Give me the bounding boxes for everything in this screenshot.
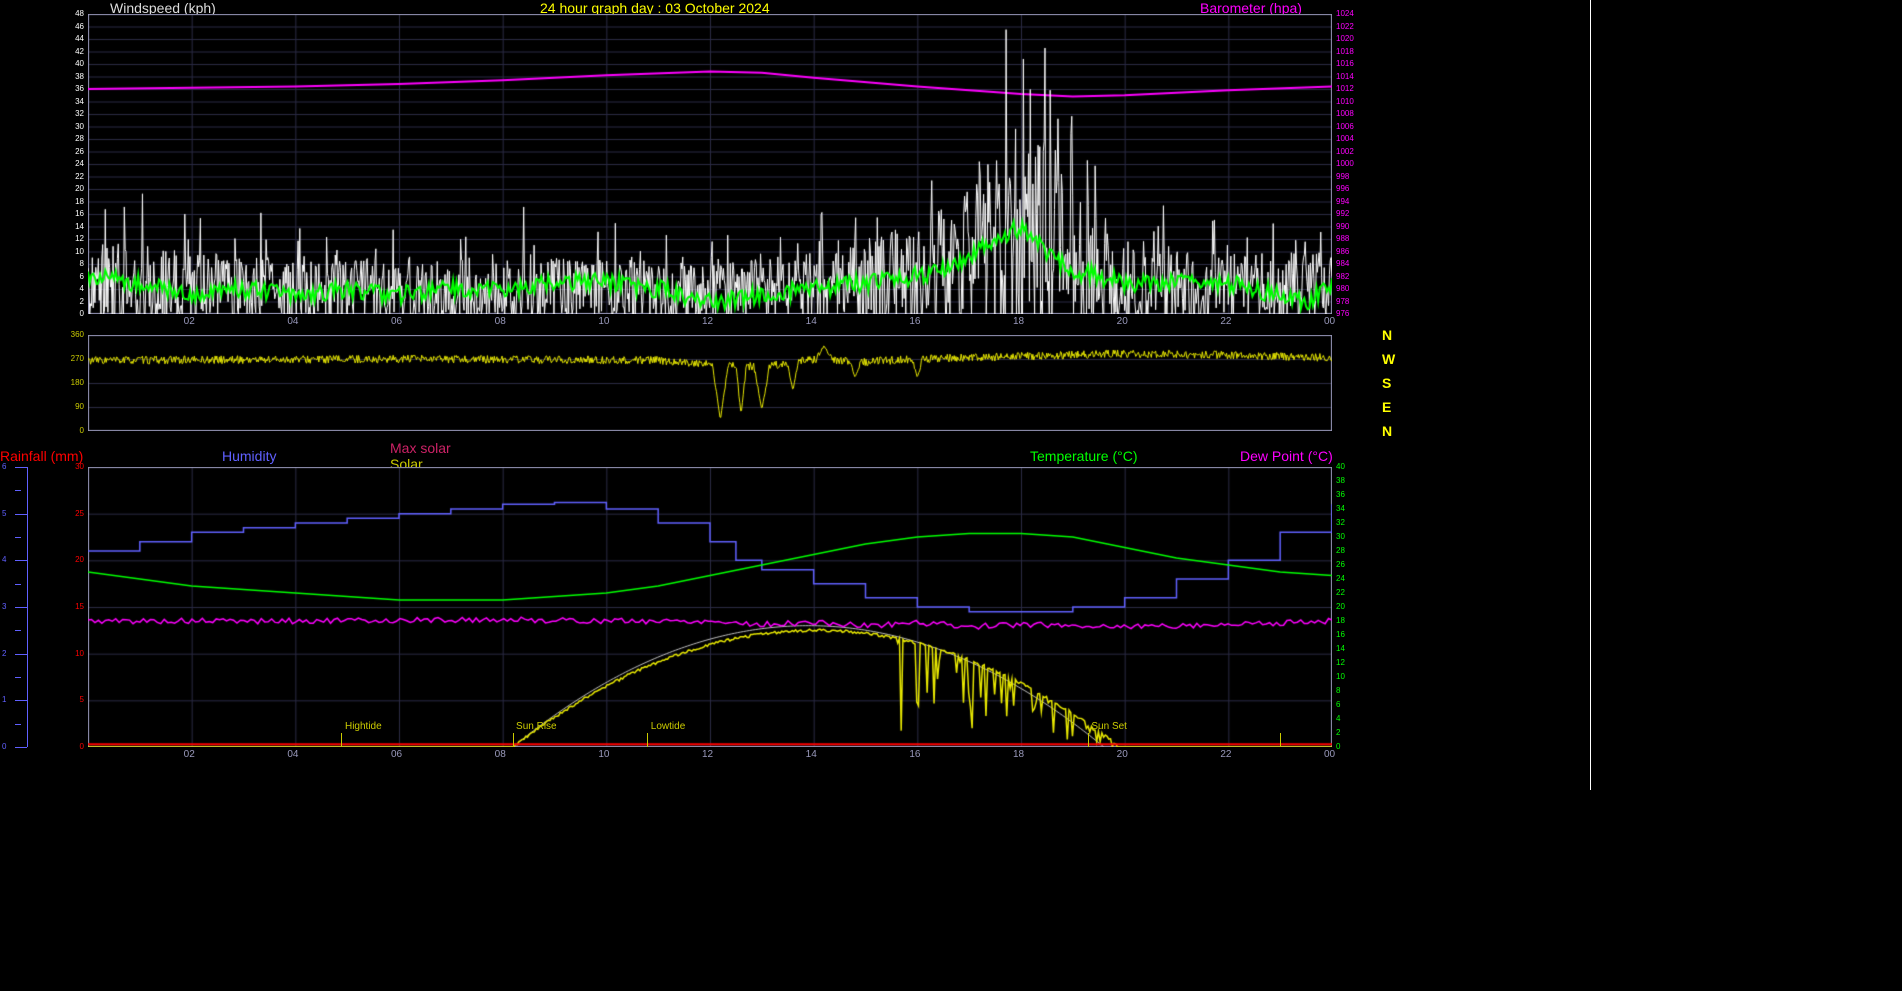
rainfall-label: Rainfall (mm) [0,448,83,464]
humidity-label: Humidity [222,448,276,464]
wind-barometer-chart [88,14,1332,314]
maxsolar-label: Max solar [390,440,451,456]
meteo-chart [88,467,1332,747]
temperature-label: Temperature (°C) [1030,448,1138,464]
wind-direction-chart [88,335,1332,431]
right-marker-line [1590,0,1591,790]
dewpoint-label: Dew Point (°C) [1240,448,1333,464]
